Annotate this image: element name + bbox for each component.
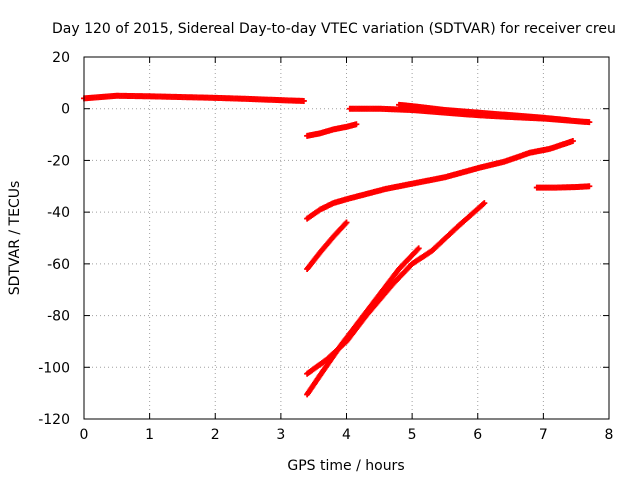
data-point (586, 119, 593, 126)
data-point (481, 200, 488, 207)
data-track-2 (304, 121, 360, 139)
y-tick-label: -60 (47, 257, 70, 273)
x-tick-label: 0 (80, 427, 89, 443)
y-tick-label: 0 (61, 102, 70, 118)
y-tick-label: -80 (47, 309, 70, 325)
data-track-3 (346, 105, 593, 126)
x-tick-label: 2 (211, 427, 220, 443)
x-tick-labels: 0 1 2 3 4 5 6 7 8 (80, 427, 614, 443)
data-track-6 (533, 183, 593, 191)
x-axis-title: GPS time / hours (287, 458, 404, 474)
y-tick-labels: 20 0 -20 -40 -60 -80 -100 -120 (38, 50, 70, 428)
data-point (300, 97, 307, 104)
data-point (566, 117, 573, 124)
data-point (415, 245, 422, 252)
x-tick-label: 1 (145, 427, 154, 443)
data-point (343, 219, 350, 226)
data-track-7 (304, 219, 350, 273)
y-tick-label: -120 (38, 412, 70, 428)
x-tick-label: 7 (539, 427, 548, 443)
data-point (586, 183, 593, 190)
chart-title: Day 120 of 2015, Sidereal Day-to-day VTE… (52, 21, 616, 37)
x-tick-label: 8 (605, 427, 614, 443)
data-points (81, 92, 593, 398)
plot-frame (83, 56, 610, 420)
y-tick-label: -20 (47, 153, 70, 169)
y-tick-label: -40 (47, 205, 70, 221)
grid (84, 57, 609, 419)
x-tick-label: 6 (473, 427, 482, 443)
x-tick-label: 4 (342, 427, 351, 443)
data-track-9 (304, 245, 422, 398)
x-tick-label: 3 (276, 427, 285, 443)
y-axis-title: SDTVAR / TECUs (7, 181, 23, 296)
x-tick-label: 5 (408, 427, 417, 443)
data-track-4 (396, 101, 573, 124)
y-tick-label: 20 (52, 50, 70, 66)
data-track-1 (81, 92, 307, 104)
data-point (342, 220, 349, 227)
data-point (569, 138, 576, 145)
data-point (353, 121, 360, 128)
data-track-8 (304, 200, 488, 377)
y-tick-label: -100 (38, 360, 70, 376)
data-track-5 (304, 138, 576, 222)
